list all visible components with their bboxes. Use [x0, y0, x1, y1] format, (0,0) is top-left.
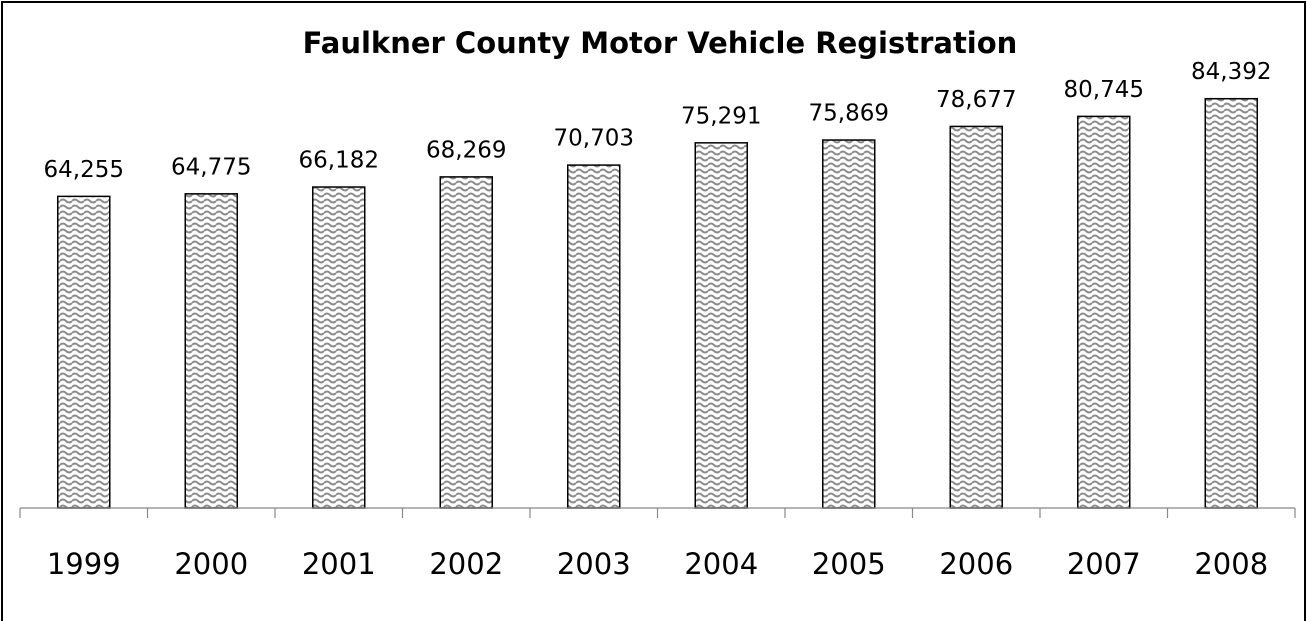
x-tick-label: 2004 — [684, 547, 758, 581]
bar — [1077, 115, 1131, 509]
value-label: 75,869 — [809, 101, 889, 127]
value-label: 66,182 — [299, 148, 379, 174]
x-tick-label: 2008 — [1194, 547, 1268, 581]
value-label: 70,703 — [554, 126, 634, 152]
x-tick-label: 2005 — [812, 547, 886, 581]
x-tick-label: 2003 — [557, 547, 631, 581]
bar — [312, 186, 366, 509]
bar — [822, 139, 876, 509]
bar — [694, 142, 748, 509]
value-label: 64,775 — [171, 154, 251, 180]
x-tick-label: 2002 — [429, 547, 503, 581]
value-label: 75,291 — [681, 103, 761, 129]
value-label: 78,677 — [936, 87, 1016, 113]
x-tick-label: 2007 — [1067, 547, 1141, 581]
value-label: 64,255 — [44, 157, 124, 183]
x-tick-label: 2006 — [939, 547, 1013, 581]
x-tick-label: 2001 — [302, 547, 376, 581]
x-tick-label: 1999 — [47, 547, 121, 581]
chart-title: Faulkner County Motor Vehicle Registrati… — [303, 26, 1018, 60]
bar — [439, 176, 493, 509]
value-label: 80,745 — [1064, 77, 1144, 103]
value-label: 68,269 — [426, 137, 506, 163]
value-label: 84,392 — [1191, 59, 1271, 85]
x-tick-label: 2000 — [174, 547, 248, 581]
bar — [567, 164, 621, 509]
bar — [1204, 97, 1258, 509]
bar — [184, 193, 238, 509]
bar — [949, 125, 1003, 509]
bar — [57, 195, 111, 509]
